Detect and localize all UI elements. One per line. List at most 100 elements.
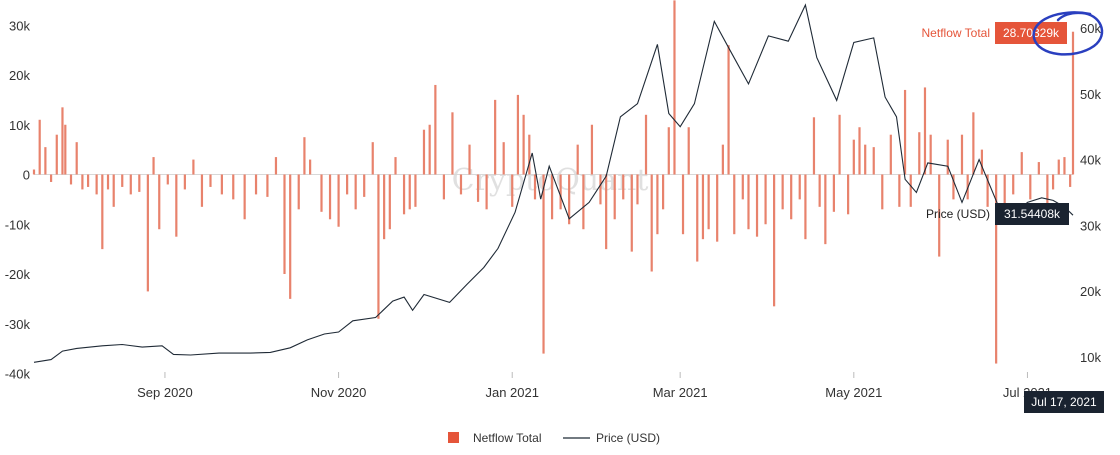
- netflow-bar: [422, 129, 426, 175]
- netflow-bar: [220, 174, 223, 195]
- netflow-bar: [138, 174, 141, 192]
- left-tick-label: -20k: [5, 267, 31, 282]
- netflow-bar: [289, 174, 292, 299]
- netflow-bar: [209, 174, 212, 187]
- netflow-bar: [476, 174, 480, 202]
- netflow-bar: [881, 174, 884, 210]
- x-tick-label: Sep 2020: [137, 385, 193, 400]
- netflow-bar: [502, 142, 505, 175]
- netflow-bar: [232, 174, 235, 200]
- right-tick-label: 10k: [1080, 350, 1101, 365]
- netflow-tooltip-label: Netflow Total: [922, 26, 990, 40]
- netflow-bar: [622, 174, 625, 200]
- netflow-bar: [755, 174, 759, 237]
- price-tooltip-box: [995, 203, 1069, 225]
- netflow-bar: [428, 124, 431, 175]
- netflow-bar: [1051, 174, 1055, 190]
- netflow-bar: [297, 174, 300, 210]
- netflow-bar: [650, 174, 653, 272]
- date-tooltip: Jul 17, 2021: [1024, 391, 1104, 413]
- netflow-bar: [69, 174, 73, 185]
- netflow-bar: [656, 174, 659, 235]
- netflow-bar: [55, 134, 58, 175]
- left-tick-label: 0: [23, 168, 30, 183]
- netflow-bar: [667, 127, 670, 175]
- netflow-tooltip-box: [995, 22, 1067, 44]
- left-tick-label: -30k: [5, 317, 31, 332]
- netflow-bar: [32, 169, 36, 175]
- netflow-bar: [747, 174, 750, 230]
- netflow-bar: [38, 119, 41, 175]
- netflow-bar: [328, 174, 332, 220]
- netflow-bar: [533, 174, 537, 200]
- netflow-bar: [838, 114, 841, 175]
- netflow-bar: [798, 174, 801, 200]
- netflow-tooltip-value: 28.70329k: [1003, 26, 1060, 40]
- netflow-bar: [192, 159, 195, 175]
- netflow-bar: [112, 174, 115, 207]
- netflow-bar: [995, 174, 998, 364]
- netflow-bar: [522, 114, 525, 175]
- netflow-bar: [363, 174, 366, 197]
- netflow-bar: [1057, 159, 1060, 175]
- netflow-bar: [613, 174, 616, 220]
- netflow-bar: [661, 174, 665, 210]
- netflow-bar: [200, 174, 204, 207]
- netflow-bar: [346, 174, 349, 195]
- netflow-bar: [550, 174, 554, 220]
- netflow-bar: [485, 174, 488, 210]
- netflow-bar: [274, 157, 278, 175]
- netflow-bar: [918, 132, 921, 175]
- netflow-bar: [790, 174, 793, 220]
- netflow-bar: [582, 174, 585, 230]
- netflow-bar: [812, 117, 816, 175]
- netflow-bar: [86, 174, 90, 187]
- netflow-bars: [32, 0, 1075, 364]
- netflow-bar: [1012, 174, 1015, 195]
- netflow-bar: [960, 134, 964, 175]
- price-tooltip: Price (USD) 31.54408k: [926, 203, 1069, 225]
- netflow-bar: [183, 174, 186, 190]
- netflow-bar: [121, 174, 124, 187]
- x-tick-label: May 2021: [825, 385, 882, 400]
- x-tick-label: Nov 2020: [311, 385, 367, 400]
- netflow-bar: [716, 174, 719, 242]
- netflow-bar: [106, 174, 110, 190]
- netflow-bar: [1046, 174, 1049, 205]
- netflow-bar: [938, 174, 941, 257]
- netflow-bar: [511, 174, 514, 207]
- x-tick-label: Mar 2021: [653, 385, 708, 400]
- netflow-bar: [721, 144, 724, 175]
- netflow-bar: [1071, 31, 1075, 175]
- netflow-bar: [673, 0, 676, 175]
- netflow-bar: [741, 174, 744, 200]
- netflow-bar: [903, 89, 907, 175]
- netflow-bar: [243, 174, 246, 220]
- netflow-bar: [864, 144, 867, 175]
- netflow-bar: [559, 174, 562, 210]
- netflow-bar: [394, 157, 397, 175]
- netflow-bar: [414, 174, 417, 207]
- right-tick-label: 50k: [1080, 87, 1101, 102]
- netflow-bar: [542, 174, 545, 354]
- netflow-bar: [81, 174, 84, 190]
- netflow-bar: [599, 174, 602, 205]
- netflow-bar: [681, 174, 685, 235]
- legend: Netflow Total Price (USD): [448, 431, 660, 445]
- netflow-bar: [266, 174, 269, 197]
- annotation-circle: [1032, 11, 1104, 56]
- netflow-bar: [337, 174, 340, 227]
- left-tick-label: 30k: [9, 18, 30, 33]
- netflow-bar: [909, 174, 912, 207]
- right-tick-label: 60k: [1080, 21, 1101, 36]
- legend-netflow-swatch: [448, 432, 459, 443]
- netflow-bar: [929, 134, 932, 175]
- date-tooltip-value: Jul 17, 2021: [1031, 395, 1097, 409]
- left-tick-label: 10k: [9, 118, 30, 133]
- netflow-bar: [952, 174, 955, 200]
- netflow-bar: [434, 84, 437, 175]
- netflow-bar: [388, 174, 391, 230]
- netflow-bar: [44, 147, 47, 175]
- netflow-bar: [1020, 152, 1023, 175]
- netflow-bar: [166, 174, 169, 185]
